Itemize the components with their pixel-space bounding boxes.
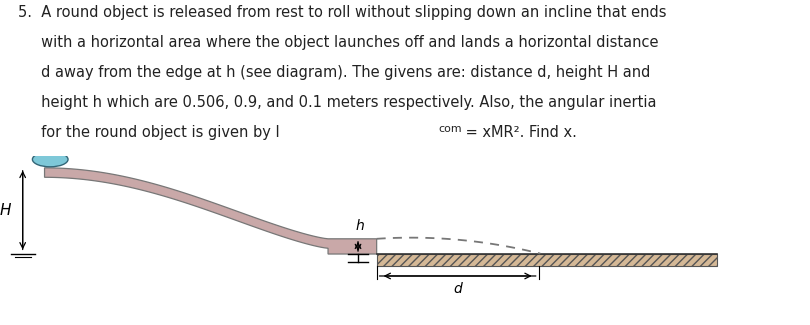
Text: d away from the edge at h (see diagram). The givens are: distance d, height H an: d away from the edge at h (see diagram).…	[18, 65, 650, 80]
Polygon shape	[377, 254, 717, 266]
Text: d: d	[454, 282, 462, 296]
Text: H: H	[0, 203, 11, 218]
Text: height h which are 0.506, 0.9, and 0.1 meters respectively. Also, the angular in: height h which are 0.506, 0.9, and 0.1 m…	[18, 95, 656, 110]
Text: com: com	[439, 124, 463, 134]
Polygon shape	[45, 168, 377, 254]
Text: h: h	[356, 219, 364, 233]
Text: for the round object is given by I: for the round object is given by I	[18, 125, 279, 140]
Text: = xMR². Find x.: = xMR². Find x.	[461, 125, 577, 140]
Text: with a horizontal area where the object launches off and lands a horizontal dist: with a horizontal area where the object …	[18, 35, 659, 50]
Text: 5.  A round object is released from rest to roll without slipping down an inclin: 5. A round object is released from rest …	[18, 5, 667, 20]
Circle shape	[32, 152, 68, 167]
